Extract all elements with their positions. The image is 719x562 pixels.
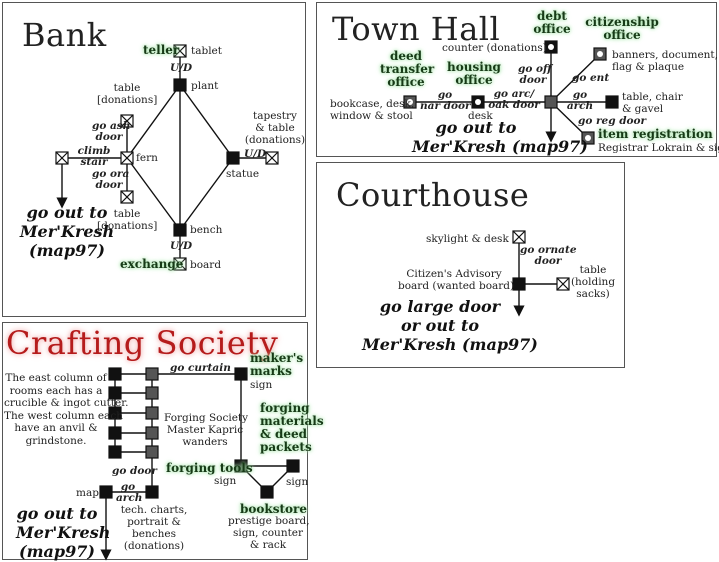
table-chair-gavel-label: table, chair & gavel [622,91,683,115]
bank-title: Bank [22,16,107,54]
crafting-society-title: Crafting Society [6,324,279,362]
crafting-exit-label[interactable]: go out to Mer'Kresh (map97) [16,504,111,561]
teller-label: teller [143,43,180,57]
go-ent-label: go ent [572,72,610,84]
table-top-label: table [donations] [97,82,158,106]
forging-tools-sign-label: sign [214,475,237,487]
tablet-label: tablet [191,45,222,57]
courthouse-title: Courthouse [336,176,530,214]
go-reg-door-label: go reg door [578,115,647,127]
debt-office-label: debt office [533,9,571,36]
town-hall-exit-label[interactable]: go out to Mer'Kresh (map97) [412,118,588,156]
go-arch-label: go arch [116,481,143,504]
bank-exit-label[interactable]: go out to Mer'Kresh (map97) [19,203,115,260]
go-ash-door-label: go ash door [92,120,131,143]
courthouse-panel [316,162,625,368]
bench-label: bench [190,224,223,236]
exchange-label: exchange [120,257,184,271]
room-tablet [173,44,187,58]
plant-label: plant [191,80,219,92]
go-off-door-label: go off door [518,63,552,86]
go-ornate-door-label: go ornate door [520,244,577,267]
ud-bottom-label: U/D [170,240,193,252]
item-registration-label: item registration [598,127,713,141]
makers-sign-label: sign [250,379,273,391]
courthouse-exit-label[interactable]: go large door or out to Mer'Kresh (map97… [362,297,538,354]
table-bottom-label: table [donations] [97,208,158,232]
statue-label: statue [226,168,260,180]
climb-stair-label: climb stair [77,145,111,168]
town-hall-title: Town Hall [332,10,501,48]
east-column-note: The east column of rooms each has a cruc… [4,372,128,447]
right-sign-label: sign [286,476,309,488]
town-hall-panel [316,2,717,157]
ud-top-label: U/D [170,62,193,74]
forging-materials-label: forging materials & deed packets [260,401,324,454]
registrar-label: Registrar Lokrain & sign [598,142,719,154]
skylight-label: skylight & desk [426,233,509,245]
banners-label: banners, document, flag & plaque [612,49,718,73]
holding-table-label: table (holding sacks) [570,264,616,300]
fern-label: fern [136,152,158,164]
go-ora-door-label: go ora door [92,168,130,191]
citizenship-office-label: citizenship office [585,15,659,42]
board-label: board [190,259,222,271]
ud-right-label: U/D [244,148,267,160]
tapestry-label: tapestry & table (donations) [244,110,306,146]
bank-panel [2,2,306,317]
deed-transfer-office-label: deed transfer office [380,49,435,89]
counter-label: counter (donations) [442,42,547,54]
go-curtain-label: go curtain [170,362,231,374]
go-arc-oak-door-label: go arc/ oak door [488,88,540,111]
bookcase-label: bookcase, desk, window & stool [330,98,415,122]
desk-label: desk [468,110,493,122]
housing-office-label: housing office [447,60,501,87]
advisory-board-label: Citizen's Advisory board (wanted board) [398,268,515,292]
prestige-board-label: prestige board, sign, counter & rack [228,515,310,551]
master-kapric-label: Forging Society Master Kapric wanders [164,412,249,448]
bookstore-label: bookstore [240,502,307,516]
go-door-label: go door [112,465,157,477]
makers-marks-label: maker's marks [250,351,304,378]
forging-tools-label: forging tools [166,461,253,475]
go-nar-door-label: go nar door [420,89,471,112]
map-room-label: map [76,487,99,499]
go-arch-label: go arch [566,89,594,112]
crafting-society-panel [2,322,308,560]
tech-charts-label: tech. charts, portrait & benches (donati… [120,504,188,552]
